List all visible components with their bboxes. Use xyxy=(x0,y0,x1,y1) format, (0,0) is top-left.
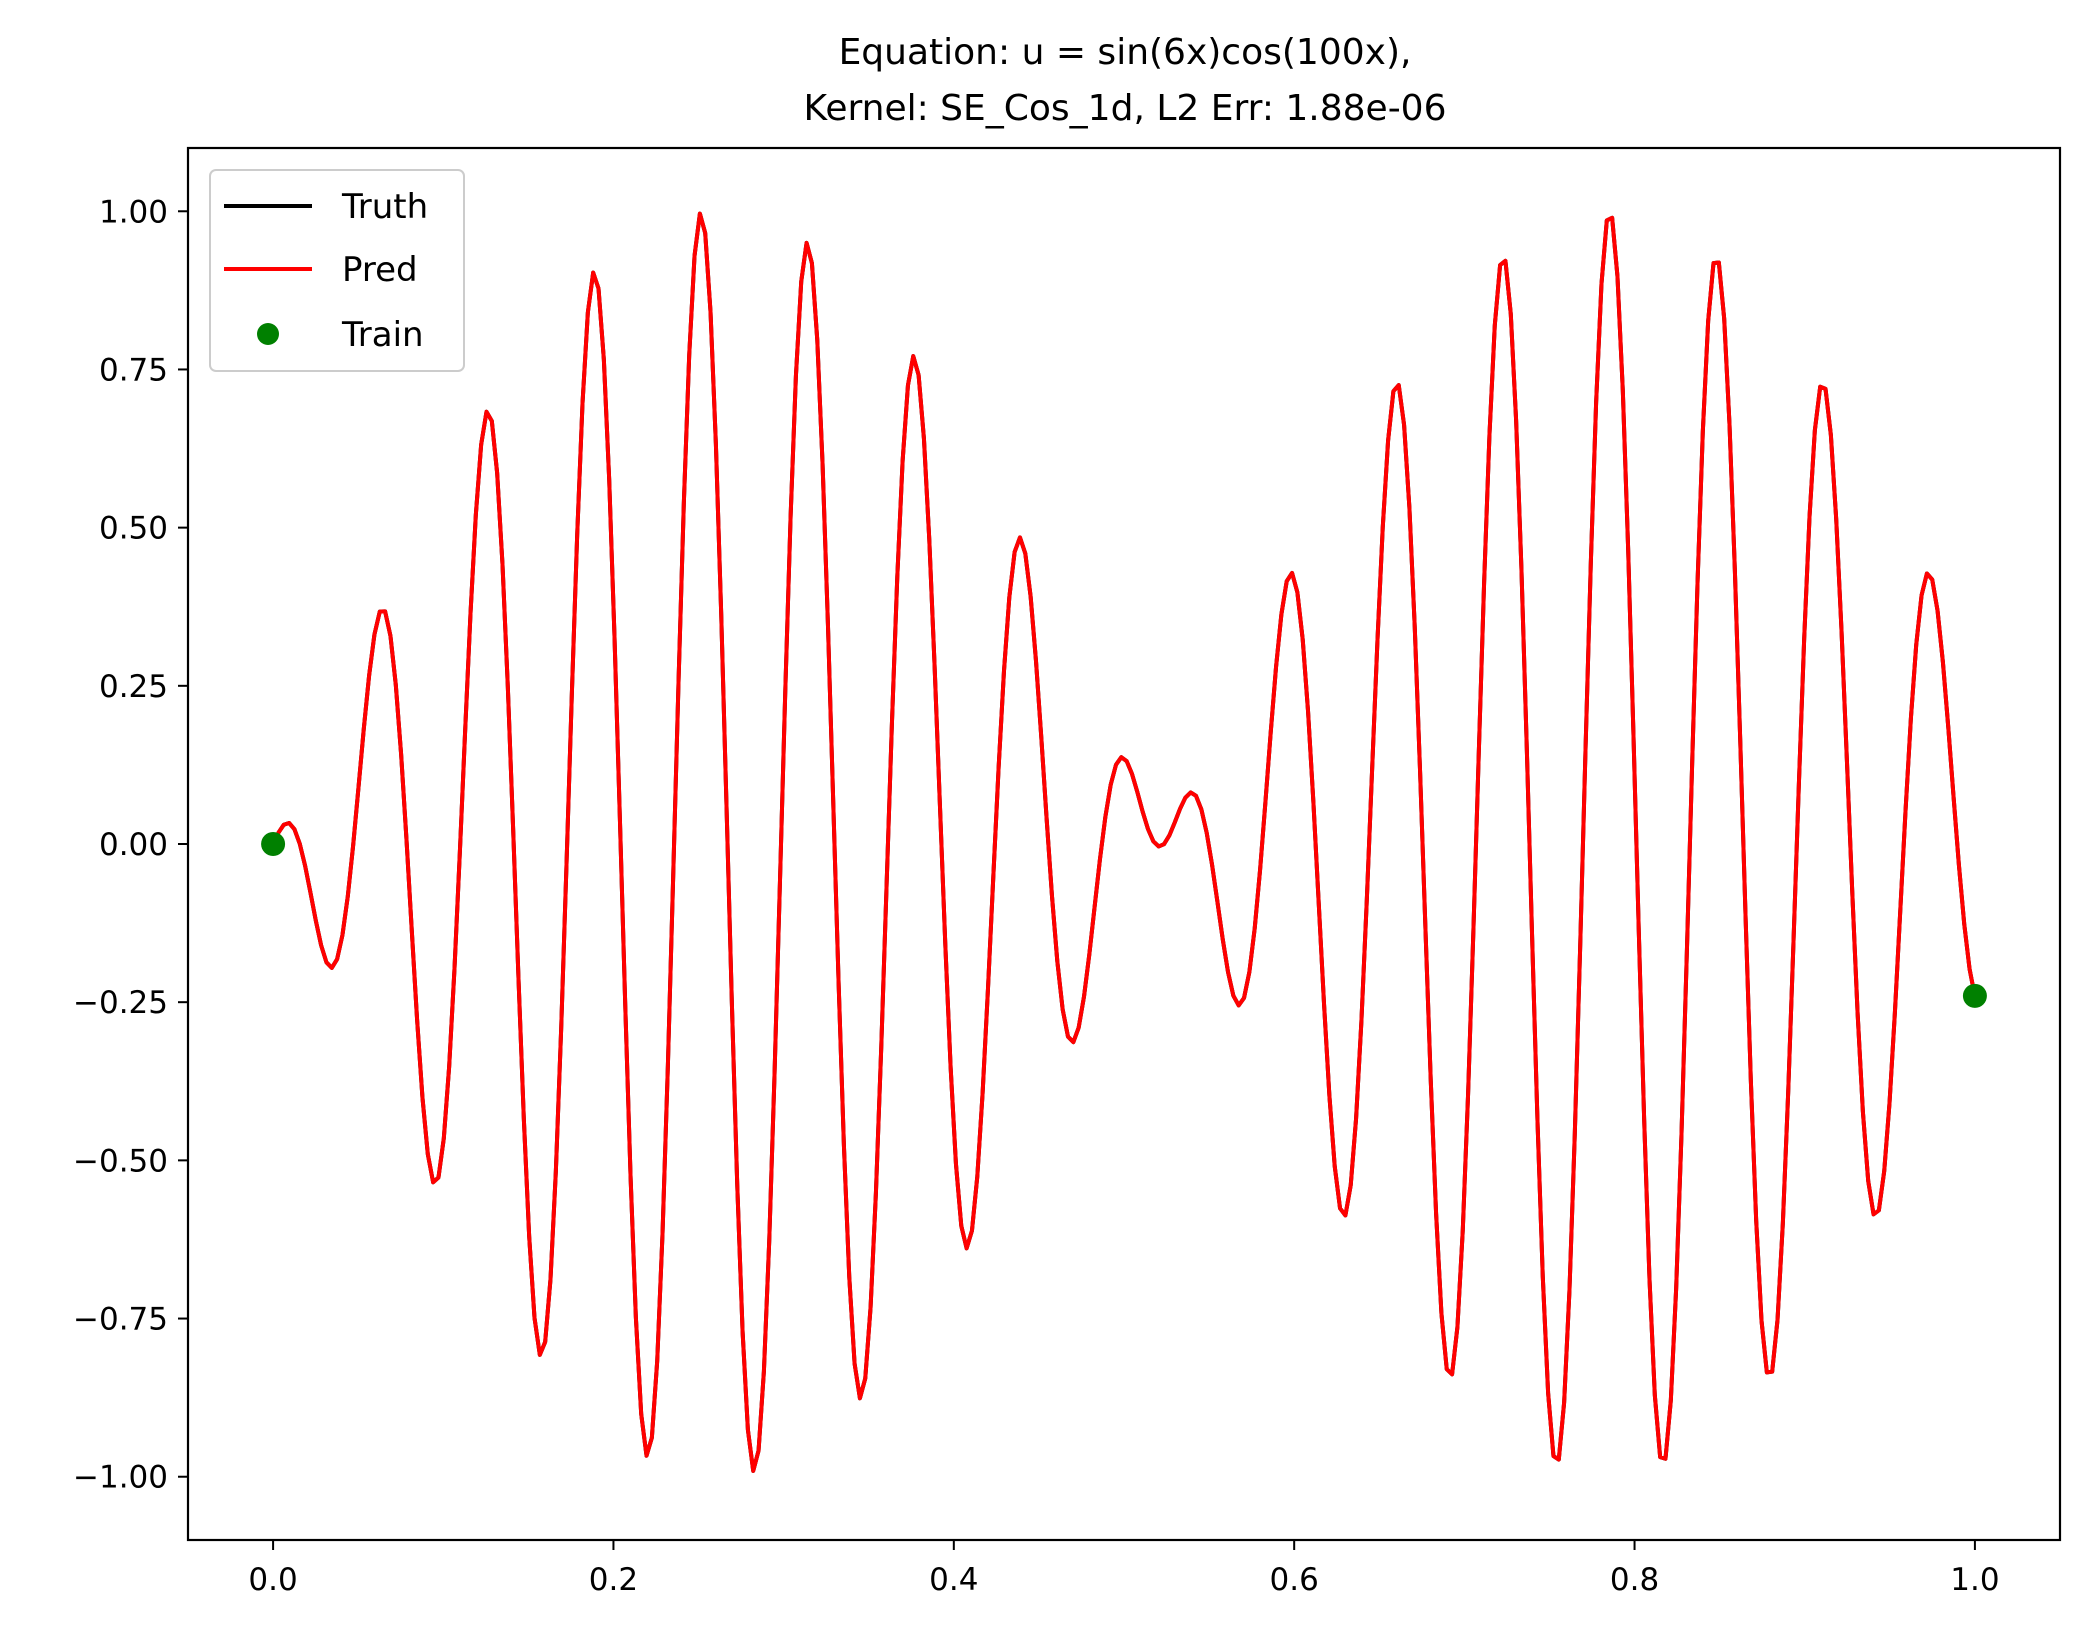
train-point xyxy=(1962,983,1987,1008)
x-tick-label: 0.0 xyxy=(248,1562,297,1598)
legend-box xyxy=(209,169,465,372)
chart-title-line-2: Kernel: SE_Cos_1d, L2 Err: 1.88e-06 xyxy=(804,88,1447,129)
y-tick-label: −0.75 xyxy=(73,1302,168,1338)
plot-area xyxy=(188,148,2060,1540)
y-tick-label: 0.75 xyxy=(99,352,168,388)
x-tick-label: 0.4 xyxy=(929,1562,978,1598)
train-point xyxy=(261,832,286,856)
y-tick-label: 0.50 xyxy=(99,511,168,547)
legend-label-truth: Truth xyxy=(341,187,428,227)
y-tick-label: 0.25 xyxy=(99,669,168,705)
legend-label-pred: Pred xyxy=(342,250,418,290)
series-line-pred xyxy=(271,211,1977,1473)
x-axis-ticks: 0.0 0.2 0.4 0.6 0.8 1.0 xyxy=(248,1540,2000,1598)
legend: Truth Pred Train xyxy=(209,169,465,372)
x-tick-label: 1.0 xyxy=(1950,1562,1999,1598)
x-tick-label: 0.2 xyxy=(589,1562,638,1598)
x-tick-label: 0.6 xyxy=(1270,1562,1319,1598)
axes-frame xyxy=(186,146,2062,1542)
y-tick-label: −1.00 xyxy=(73,1460,168,1496)
y-tick-label: 1.00 xyxy=(99,194,168,230)
legend-marker-train xyxy=(257,323,279,345)
chart-title-line-1: Equation: u = sin(6x)cos(100x), xyxy=(839,32,1412,73)
x-tick-label: 0.8 xyxy=(1610,1562,1659,1598)
series-layer xyxy=(261,211,1987,1473)
y-tick-label: −0.50 xyxy=(73,1143,168,1179)
y-tick-label: 0.00 xyxy=(99,827,168,863)
legend-label-train: Train xyxy=(341,315,424,355)
y-tick-label: −0.25 xyxy=(73,985,168,1021)
y-axis-ticks: −1.00 −0.75 −0.50 −0.25 0.00 0.25 0.50 0.75 1.00 xyxy=(73,194,188,1496)
